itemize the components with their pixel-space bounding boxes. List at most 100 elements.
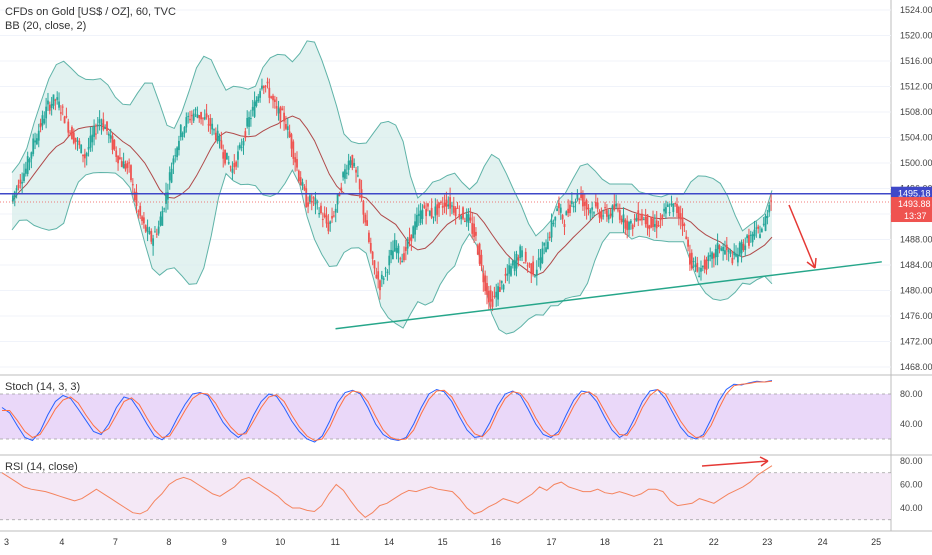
candle bbox=[329, 220, 332, 232]
candle-body bbox=[403, 253, 405, 261]
candle bbox=[506, 264, 509, 282]
arrow-down-head bbox=[806, 257, 817, 269]
candle-body bbox=[375, 274, 378, 278]
candle bbox=[469, 207, 472, 224]
time-tick-label: 24 bbox=[818, 537, 828, 547]
candle bbox=[707, 252, 710, 269]
price-tick-label: 1488.00 bbox=[900, 235, 932, 245]
candle bbox=[482, 265, 485, 292]
candle-body bbox=[609, 213, 612, 216]
candle-body bbox=[500, 280, 503, 284]
candle-body bbox=[190, 115, 193, 117]
candle-body bbox=[264, 85, 267, 87]
candle-body bbox=[439, 201, 442, 203]
candle-body bbox=[248, 117, 250, 127]
candle bbox=[510, 263, 512, 277]
candle-body bbox=[395, 247, 398, 253]
candle-body bbox=[736, 254, 739, 263]
candle-body bbox=[712, 253, 715, 259]
candle-body bbox=[37, 130, 40, 141]
candle bbox=[748, 228, 750, 249]
candle-body bbox=[310, 201, 313, 203]
candle bbox=[768, 201, 771, 217]
candle bbox=[445, 191, 448, 215]
candle bbox=[131, 178, 134, 196]
candle bbox=[716, 233, 719, 266]
candle-body bbox=[246, 117, 249, 127]
candle bbox=[421, 204, 424, 225]
candle-body bbox=[652, 218, 654, 228]
candle-body bbox=[366, 220, 368, 226]
candle bbox=[146, 219, 149, 242]
candle-body bbox=[82, 154, 84, 157]
candle bbox=[165, 182, 167, 213]
candle bbox=[720, 246, 723, 252]
candle-body bbox=[237, 151, 239, 160]
candle bbox=[377, 261, 380, 289]
candle-body bbox=[692, 261, 695, 263]
candle-body bbox=[141, 216, 143, 222]
candle bbox=[135, 184, 138, 214]
candle-body bbox=[133, 191, 136, 201]
candle-body bbox=[511, 260, 514, 266]
candle-body bbox=[698, 275, 701, 278]
candle-body bbox=[541, 248, 544, 264]
candle-body bbox=[524, 251, 527, 262]
candle-body bbox=[683, 224, 686, 226]
candle bbox=[19, 173, 22, 189]
candle bbox=[109, 128, 112, 143]
candle-body bbox=[661, 215, 664, 219]
candle bbox=[751, 231, 754, 247]
candle-body bbox=[174, 155, 177, 157]
candle bbox=[249, 109, 252, 127]
candle-body bbox=[517, 257, 520, 261]
candle-body bbox=[283, 112, 285, 122]
candle-body bbox=[672, 203, 675, 213]
candle bbox=[54, 98, 57, 111]
candle bbox=[618, 203, 621, 224]
candle-body bbox=[78, 140, 81, 146]
candle-body bbox=[493, 295, 496, 297]
candle-body bbox=[351, 154, 354, 169]
candle bbox=[87, 137, 90, 157]
price-tick-label: 1472.00 bbox=[900, 337, 932, 347]
candle bbox=[272, 93, 274, 109]
candle-body bbox=[23, 173, 25, 182]
candle bbox=[397, 243, 400, 263]
candle bbox=[224, 149, 226, 166]
candle bbox=[168, 166, 171, 190]
candle bbox=[36, 133, 38, 146]
candle bbox=[61, 104, 64, 116]
candle-body bbox=[71, 127, 73, 140]
trendline bbox=[335, 261, 882, 330]
candle-body bbox=[689, 253, 691, 265]
candle bbox=[526, 262, 529, 273]
candle bbox=[45, 97, 48, 129]
candle-body bbox=[364, 214, 367, 223]
candle bbox=[572, 202, 575, 213]
rsi-tick-label: 60.00 bbox=[900, 480, 923, 490]
candle bbox=[205, 103, 208, 120]
candle-body bbox=[266, 81, 269, 84]
stoch-tick-label: 80.00 bbox=[900, 389, 923, 399]
candle bbox=[240, 138, 243, 152]
candle-body bbox=[72, 132, 75, 144]
candle bbox=[226, 152, 228, 160]
candle bbox=[248, 111, 250, 136]
candle bbox=[163, 207, 166, 213]
candle-body bbox=[615, 203, 618, 207]
candle bbox=[231, 161, 234, 180]
candle-body bbox=[299, 177, 302, 186]
candle bbox=[416, 207, 418, 230]
candle-body bbox=[384, 268, 387, 270]
candle bbox=[189, 110, 191, 123]
candle bbox=[214, 127, 217, 143]
candle bbox=[583, 193, 586, 216]
candle bbox=[229, 165, 232, 172]
candle-body bbox=[666, 204, 669, 208]
candle bbox=[556, 205, 558, 212]
candle bbox=[736, 247, 739, 267]
time-tick-label: 15 bbox=[438, 537, 448, 547]
candle bbox=[194, 107, 197, 118]
